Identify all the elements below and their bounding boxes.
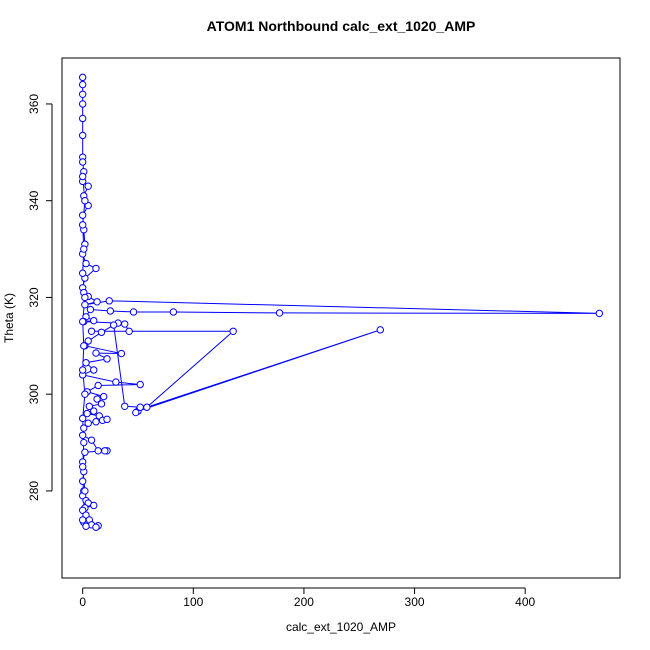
point — [90, 316, 98, 325]
point — [229, 327, 237, 336]
point — [84, 182, 92, 190]
point — [97, 400, 106, 408]
point — [129, 308, 138, 316]
point — [78, 516, 87, 524]
point — [103, 415, 111, 424]
point — [90, 407, 98, 415]
point — [81, 390, 89, 398]
point — [87, 327, 96, 336]
point — [82, 359, 90, 367]
point — [595, 309, 604, 318]
point — [136, 403, 144, 411]
point — [78, 317, 87, 326]
x-tick-label: 400 — [515, 595, 535, 609]
point — [78, 100, 87, 108]
point — [78, 114, 87, 123]
point — [78, 221, 87, 229]
point — [105, 297, 113, 305]
point — [78, 463, 87, 471]
y-tick-label: 280 — [27, 481, 41, 501]
point — [106, 307, 115, 315]
y-axis-label: Theta (K) — [2, 293, 16, 343]
point — [78, 477, 87, 485]
point — [81, 448, 89, 456]
point — [93, 298, 101, 306]
point — [376, 326, 384, 334]
point — [92, 349, 100, 357]
point — [81, 487, 89, 495]
point — [92, 523, 100, 531]
x-tick-label: 100 — [183, 595, 203, 609]
point — [97, 328, 106, 336]
point — [84, 419, 92, 427]
point — [169, 308, 178, 316]
point — [78, 158, 87, 166]
point — [125, 327, 133, 336]
point — [81, 293, 89, 302]
point — [85, 402, 94, 410]
point — [92, 264, 100, 273]
point — [93, 395, 101, 403]
point — [87, 436, 96, 444]
point — [83, 409, 91, 418]
point — [86, 305, 95, 314]
point — [80, 342, 88, 350]
y-tick-label: 300 — [27, 384, 41, 404]
point — [94, 447, 102, 455]
point — [136, 380, 144, 389]
point — [82, 522, 90, 530]
x-axis-label: calc_ext_1020_AMP — [286, 620, 396, 634]
point — [80, 245, 88, 253]
point — [90, 366, 98, 374]
point — [78, 80, 87, 89]
point — [121, 402, 129, 410]
point — [78, 172, 87, 181]
point — [81, 300, 89, 309]
point — [80, 438, 88, 447]
point — [94, 381, 102, 390]
y-tick-label: 320 — [27, 287, 41, 307]
point — [78, 90, 87, 98]
plot-frame — [61, 57, 621, 579]
y-tick-label: 360 — [27, 94, 41, 114]
y-tick-label: 340 — [27, 190, 41, 210]
point — [78, 211, 87, 219]
point — [92, 418, 100, 426]
point — [101, 447, 109, 455]
point — [121, 320, 129, 328]
point — [100, 392, 108, 401]
chart-title: ATOM1 Northbound calc_ext_1020_AMP — [207, 18, 476, 34]
point — [78, 73, 87, 82]
point — [78, 269, 87, 277]
x-tick-label: 300 — [405, 595, 425, 609]
point — [78, 131, 87, 140]
point — [80, 424, 88, 432]
point — [109, 321, 118, 329]
point — [132, 408, 140, 417]
point — [78, 414, 87, 423]
point — [275, 309, 284, 317]
point — [103, 355, 111, 363]
x-tick-label: 0 — [79, 595, 86, 609]
point — [78, 366, 87, 374]
point — [143, 403, 151, 411]
x-tick-label: 200 — [294, 595, 314, 609]
point — [81, 196, 89, 205]
point — [117, 349, 126, 358]
point — [78, 431, 87, 440]
point — [112, 378, 120, 386]
point — [90, 501, 98, 510]
point — [82, 259, 90, 268]
